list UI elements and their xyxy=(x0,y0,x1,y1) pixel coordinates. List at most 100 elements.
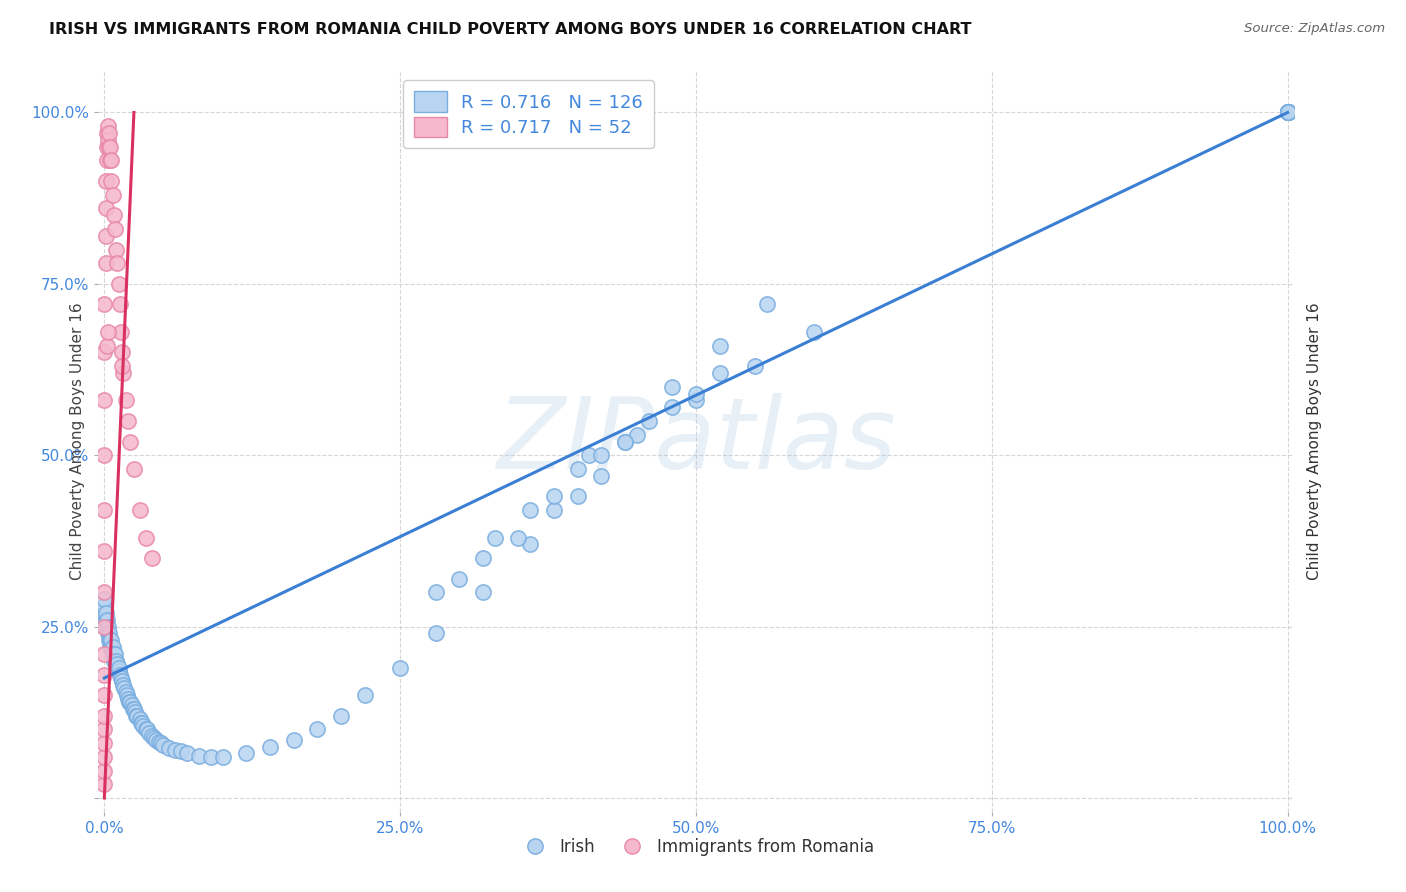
Point xyxy=(100,633,122,648)
Point xyxy=(125,708,148,723)
Point xyxy=(93,647,115,661)
Point xyxy=(104,654,127,668)
Point xyxy=(97,119,120,133)
Point xyxy=(132,719,155,733)
Point xyxy=(1277,105,1299,120)
Point xyxy=(96,140,118,154)
Point xyxy=(283,732,305,747)
Point xyxy=(96,126,118,140)
Point xyxy=(112,366,135,380)
Point xyxy=(117,414,139,428)
Point xyxy=(803,325,825,339)
Point xyxy=(112,678,135,692)
Point xyxy=(93,736,115,750)
Point xyxy=(104,647,127,661)
Point xyxy=(1277,105,1299,120)
Point xyxy=(96,338,118,352)
Point xyxy=(103,654,125,668)
Point xyxy=(135,531,157,545)
Point xyxy=(1277,105,1299,120)
Point xyxy=(97,626,120,640)
Point xyxy=(1277,105,1299,120)
Point xyxy=(105,654,128,668)
Point xyxy=(97,133,120,147)
Point xyxy=(100,174,122,188)
Point xyxy=(98,140,121,154)
Point xyxy=(121,702,143,716)
Point xyxy=(543,503,565,517)
Point xyxy=(1277,105,1299,120)
Point xyxy=(98,126,121,140)
Point xyxy=(111,359,134,373)
Point xyxy=(211,750,233,764)
Point xyxy=(1277,105,1299,120)
Point xyxy=(98,626,121,640)
Point xyxy=(94,256,117,270)
Point xyxy=(709,338,731,352)
Point xyxy=(389,661,412,675)
Point xyxy=(685,386,707,401)
Point xyxy=(1277,105,1299,120)
Point xyxy=(96,620,118,634)
Point xyxy=(128,503,150,517)
Point xyxy=(519,537,541,551)
Point xyxy=(1277,105,1299,120)
Point xyxy=(1277,105,1299,120)
Point xyxy=(567,489,589,503)
Point xyxy=(104,222,127,236)
Point xyxy=(508,531,530,545)
Point xyxy=(330,708,353,723)
Point xyxy=(1277,105,1299,120)
Point xyxy=(120,695,142,709)
Point xyxy=(157,741,180,756)
Point xyxy=(176,747,198,761)
Y-axis label: Child Poverty Among Boys Under 16: Child Poverty Among Boys Under 16 xyxy=(69,302,84,581)
Point xyxy=(626,427,648,442)
Point xyxy=(1277,105,1299,120)
Point xyxy=(98,633,121,648)
Point xyxy=(165,743,187,757)
Point xyxy=(152,738,174,752)
Point xyxy=(141,729,163,743)
Point xyxy=(94,202,117,216)
Point xyxy=(115,688,138,702)
Point xyxy=(259,739,281,754)
Point xyxy=(127,708,149,723)
Point xyxy=(637,414,659,428)
Point xyxy=(93,708,115,723)
Point xyxy=(105,661,128,675)
Point xyxy=(1277,105,1299,120)
Point xyxy=(614,434,637,449)
Point xyxy=(103,647,125,661)
Point xyxy=(114,685,136,699)
Point xyxy=(108,297,131,311)
Legend: Irish, Immigrants from Romania: Irish, Immigrants from Romania xyxy=(512,831,880,863)
Point xyxy=(114,681,136,696)
Point xyxy=(100,640,122,655)
Point xyxy=(105,657,128,672)
Point xyxy=(1277,105,1299,120)
Point xyxy=(1277,105,1299,120)
Point xyxy=(138,726,160,740)
Point xyxy=(1277,105,1299,120)
Point xyxy=(118,695,141,709)
Point xyxy=(93,503,115,517)
Point xyxy=(129,715,152,730)
Point xyxy=(94,606,117,620)
Point xyxy=(1277,105,1299,120)
Point xyxy=(105,243,128,257)
Point xyxy=(107,277,129,291)
Point xyxy=(755,297,778,311)
Point xyxy=(114,393,136,408)
Point xyxy=(108,667,131,681)
Point xyxy=(122,462,145,476)
Point xyxy=(94,174,117,188)
Point xyxy=(93,688,115,702)
Point xyxy=(117,691,139,706)
Point xyxy=(1277,105,1299,120)
Point xyxy=(425,585,447,599)
Point xyxy=(449,572,471,586)
Point xyxy=(93,592,115,607)
Point xyxy=(567,462,589,476)
Point xyxy=(1277,105,1299,120)
